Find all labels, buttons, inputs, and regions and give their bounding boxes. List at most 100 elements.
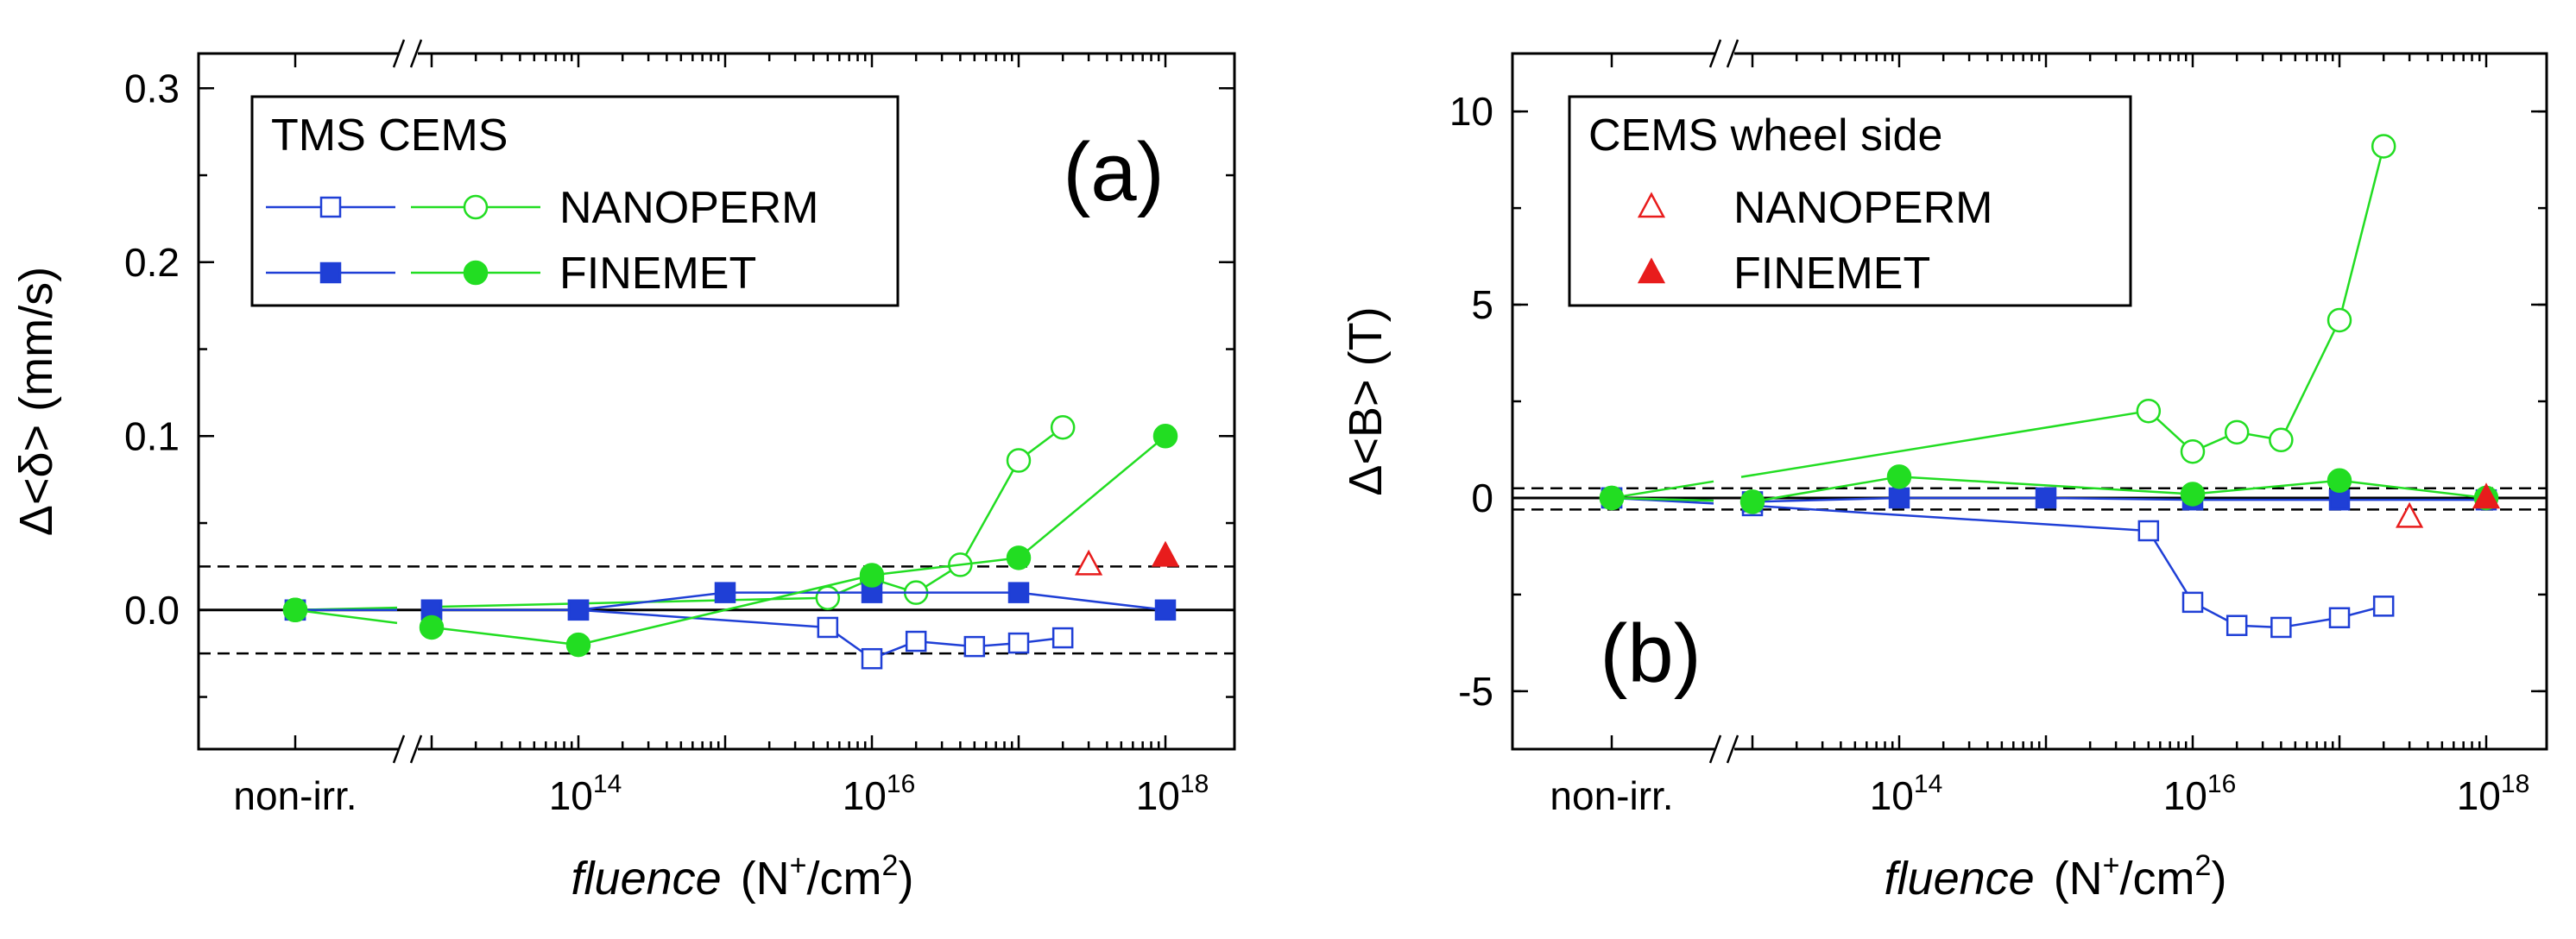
data-point-open-circle	[2136, 398, 2162, 424]
x-tick-label-base: 10	[549, 773, 593, 818]
plot-frame	[197, 52, 1236, 751]
unit-part: (N	[741, 853, 790, 904]
series-line	[1752, 476, 1900, 503]
axis-break-mark	[1726, 39, 1739, 68]
data-point-filled-circle	[859, 563, 885, 588]
data-point-open-square	[2270, 616, 2292, 639]
legend-entry-label: NANOPERM	[1733, 183, 1992, 233]
x-axis-title: fluence (N+/cm2)	[571, 849, 914, 904]
x-tick-label-exponent: 14	[1914, 770, 1942, 798]
x-axis-title-italic: fluence	[1885, 853, 2035, 904]
data-point-filled-square	[1007, 582, 1030, 603]
data-point-filled-circle	[1006, 545, 1032, 570]
unit-part: (N	[2054, 853, 2103, 904]
series-line	[424, 596, 828, 608]
legend-title: CEMS wheel side	[1588, 110, 1942, 161]
data-point-filled-circle	[1739, 489, 1765, 514]
data-point-open-circle	[2269, 427, 2294, 453]
data-point-open-triangle	[1075, 549, 1103, 576]
data-point-filled-circle	[419, 614, 445, 640]
x-tick-label-exponent: 14	[593, 770, 622, 798]
y-tick-label: -5	[1458, 669, 1493, 714]
panel-label: (a)	[1063, 126, 1164, 218]
legend-entry-label: FINEMET	[559, 249, 756, 299]
data-point-open-square	[817, 616, 839, 639]
x-tick-label: 1014	[549, 770, 622, 818]
x-tick-label-base: 10	[843, 773, 887, 818]
data-point-open-square	[2372, 596, 2395, 617]
x-tick-label: 1016	[843, 770, 916, 818]
data-point-filled-square	[2328, 488, 2351, 511]
series-line	[2192, 479, 2340, 495]
unit-part: )	[898, 853, 913, 904]
x-tick-label-base: 10	[1136, 773, 1180, 818]
unit-superscript: +	[2103, 849, 2120, 882]
x-tick-label: 1018	[1136, 770, 1209, 818]
x-tick-label-base: 10	[2163, 773, 2207, 818]
x-axis-title-italic: fluence	[571, 853, 722, 904]
data-point-filled-square	[1154, 599, 1177, 621]
series-line	[2147, 530, 2194, 603]
data-point-filled-circle	[2180, 482, 2206, 507]
y-tick-label: 0.3	[124, 66, 180, 110]
data-point-open-circle	[1050, 414, 1076, 440]
series-line	[1018, 591, 1166, 612]
axis-break-mark	[392, 734, 406, 764]
panel-label: (b)	[1600, 608, 1701, 700]
unit-part: )	[2211, 853, 2226, 904]
series-line	[431, 626, 579, 646]
data-point-filled-square	[1888, 487, 1910, 509]
unit-superscript: +	[790, 849, 807, 882]
series-line	[1752, 504, 2149, 533]
legend-box	[250, 95, 900, 307]
x-tick-label-base: 10	[2457, 773, 2501, 818]
data-point-open-square	[1051, 627, 1074, 649]
series-line	[1740, 409, 2150, 478]
axis-break-gap	[399, 50, 418, 57]
data-point-open-circle	[2327, 307, 2352, 333]
data-point-filled-circle	[282, 597, 308, 623]
x-tick-label-exponent: 16	[887, 770, 915, 798]
series-line	[578, 574, 873, 646]
data-point-filled-circle	[2327, 468, 2352, 494]
series-line	[1611, 496, 1714, 502]
data-point-open-square	[2328, 607, 2351, 629]
axis-break-mark	[392, 39, 406, 68]
series-line	[578, 608, 828, 629]
x-tick-label: 1014	[1870, 770, 1943, 818]
y-tick-label: 0	[1471, 476, 1493, 520]
legend-entry-label: NANOPERM	[559, 183, 818, 233]
data-point-open-square	[2181, 591, 2204, 614]
axis-break-mark	[409, 734, 423, 764]
series-line	[294, 608, 398, 625]
data-point-filled-circle	[565, 632, 591, 658]
data-point-filled-circle	[1152, 424, 1178, 449]
x-tick-label: 1018	[2457, 770, 2530, 818]
legend-box	[1568, 95, 2132, 307]
series-line	[2280, 319, 2341, 441]
series-line	[871, 557, 1020, 577]
x-tick-label-exponent: 18	[2501, 770, 2529, 798]
series-line	[2338, 146, 2385, 321]
legend: TMS CEMS NANOPERM FINEMET	[250, 95, 900, 307]
data-point-filled-square	[567, 599, 590, 621]
axis-break-gap	[1715, 50, 1734, 57]
data-point-filled-triangle	[2472, 482, 2501, 509]
legend: CEMS wheel side NANOPERM FINEMET	[1568, 95, 2132, 307]
unit-superscript: 2	[882, 849, 899, 882]
data-point-filled-square	[2035, 487, 2057, 509]
series-line	[2045, 496, 2194, 501]
data-point-filled-circle	[1886, 464, 1912, 489]
axis-break-mark	[409, 39, 423, 68]
legend-marker	[463, 194, 489, 220]
series-line	[1898, 476, 2194, 495]
data-point-open-circle	[815, 585, 841, 610]
unit-part: /cm	[2120, 853, 2195, 904]
axis-break-gap	[1715, 746, 1734, 753]
series-line	[1752, 496, 1900, 503]
x-tick-label: non-irr.	[1550, 773, 1673, 818]
series-line	[2339, 479, 2487, 500]
data-point-filled-triangle	[1151, 540, 1180, 567]
